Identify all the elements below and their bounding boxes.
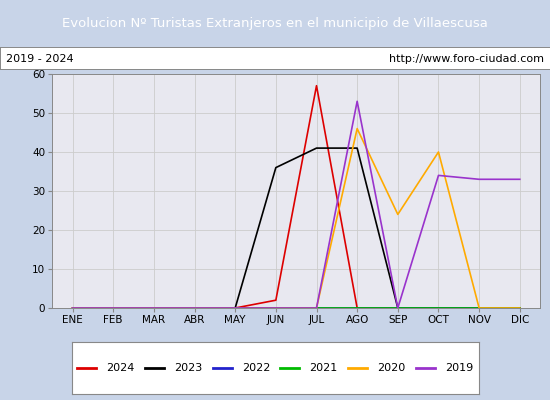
Text: 2023: 2023 (174, 363, 202, 373)
Text: 2020: 2020 (377, 363, 406, 373)
Text: Evolucion Nº Turistas Extranjeros en el municipio de Villaescusa: Evolucion Nº Turistas Extranjeros en el … (62, 17, 488, 30)
Text: 2024: 2024 (106, 363, 134, 373)
Text: 2022: 2022 (242, 363, 270, 373)
Text: 2021: 2021 (310, 363, 338, 373)
Text: http://www.foro-ciudad.com: http://www.foro-ciudad.com (389, 54, 544, 64)
Text: 2019: 2019 (446, 363, 474, 373)
Text: 2019 - 2024: 2019 - 2024 (6, 54, 73, 64)
